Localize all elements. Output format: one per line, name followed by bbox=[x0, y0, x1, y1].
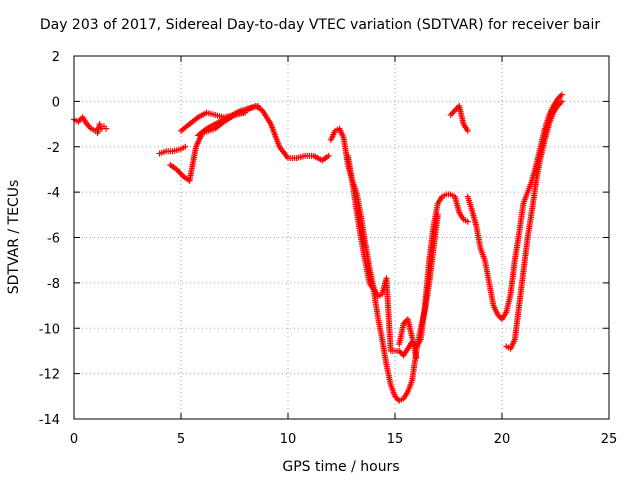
plot-frame bbox=[73, 55, 610, 420]
x-tick-label: 10 bbox=[280, 432, 297, 447]
y-tick-label: -12 bbox=[39, 368, 60, 383]
y-tick-label: -10 bbox=[39, 322, 60, 337]
y-tick-label: -4 bbox=[47, 186, 60, 201]
x-tick-label: 5 bbox=[177, 432, 185, 447]
data-point bbox=[325, 152, 332, 159]
data-point bbox=[558, 98, 565, 105]
grid-layer bbox=[74, 56, 609, 419]
x-tick-label: 15 bbox=[387, 432, 404, 447]
data-point bbox=[558, 91, 565, 98]
y-tick-label: -6 bbox=[47, 232, 60, 247]
y-axis-label: SDTVAR / TECUs bbox=[6, 180, 22, 295]
data-point bbox=[255, 102, 262, 109]
x-tick-label: 25 bbox=[601, 432, 618, 447]
data-point bbox=[464, 127, 471, 134]
data-point bbox=[464, 218, 471, 225]
data-point bbox=[413, 354, 420, 361]
data-point bbox=[182, 143, 189, 150]
y-tick-label: -8 bbox=[47, 277, 60, 292]
y-tick-label: 0 bbox=[52, 95, 60, 110]
x-tick-label: 20 bbox=[494, 432, 511, 447]
data-point bbox=[242, 109, 249, 116]
data-point bbox=[103, 125, 110, 132]
y-tick-label: 2 bbox=[52, 50, 60, 65]
data-point bbox=[434, 211, 441, 218]
x-tick-label: 0 bbox=[70, 432, 78, 447]
y-tick-label: -2 bbox=[47, 141, 60, 156]
x-axis-label: GPS time / hours bbox=[282, 459, 399, 475]
chart-title: Day 203 of 2017, Sidereal Day-to-day VTE… bbox=[40, 17, 601, 33]
data-layer bbox=[71, 91, 565, 404]
y-tick-label: -14 bbox=[39, 413, 60, 428]
tick-layer: 0 5 10 15 20 25 -14 -12 -10 -8 -6 -4 -2 0 2 bbox=[39, 50, 618, 447]
